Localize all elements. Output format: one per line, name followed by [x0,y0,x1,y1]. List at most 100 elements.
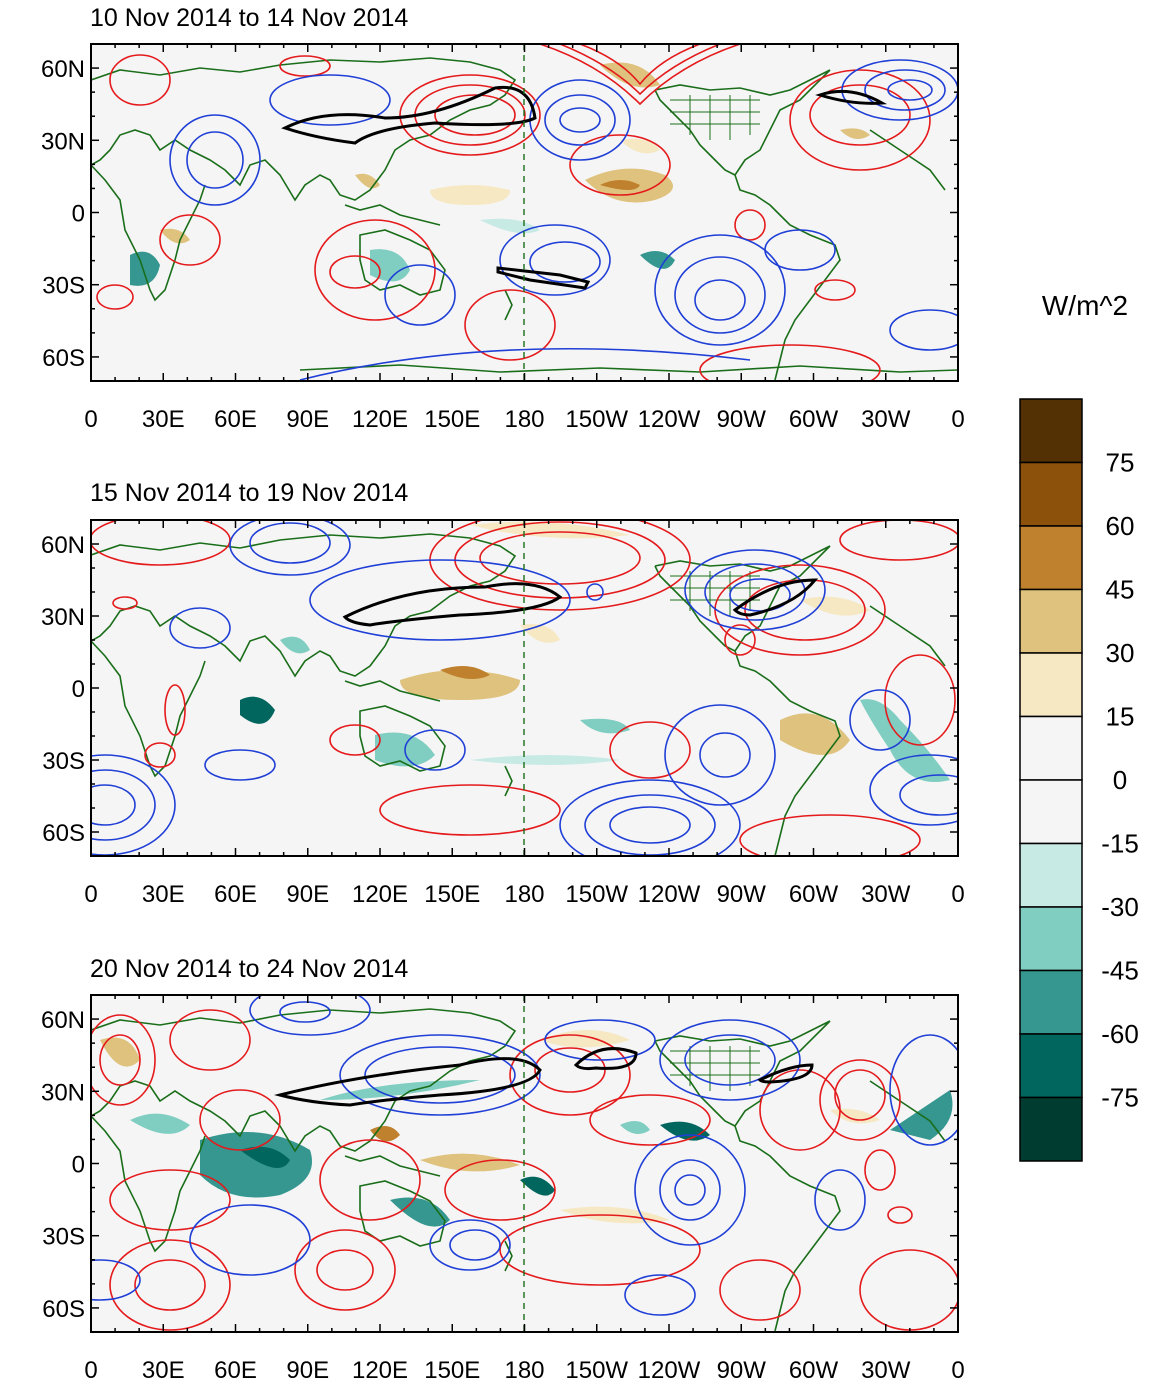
lon-label: 0 [951,1357,964,1384]
panel-1-shading [130,62,870,286]
colorbar-tick-label: -15 [1101,829,1139,859]
colorbar-box [1019,906,1083,972]
colorbar-boxes [1019,398,1083,1162]
lon-label: 120W [638,406,701,433]
colorbar-tick-label: -60 [1101,1019,1139,1049]
colorbar-tick-label: 15 [1106,702,1135,732]
colorbar-tick-labels: 75 60 45 30 15 0 -15 -30 -45 -60 -75 [1101,448,1139,1113]
colorbar-box [1019,461,1083,527]
lon-label: 90W [717,406,767,433]
lon-label: 30E [142,881,185,908]
panel-2: 15 Nov 2014 to 19 Nov 2014 [41,479,965,908]
lon-label: 120E [352,1357,408,1384]
panel-3-axes: 60N 30N 0 30S 60S 0 30E 60E 90E 120E 150E 180 150W 12… [41,994,965,1384]
panel-3-coastlines [91,1008,946,1332]
panel-2-map-layer [91,520,958,856]
lat-label: 60S [42,820,85,847]
lon-label: 180 [504,406,544,433]
lon-label: 90E [286,881,329,908]
lon-label: 60W [789,881,839,908]
lat-label: 30N [41,1079,85,1106]
lon-label: 60E [214,1357,257,1384]
lat-label: 30S [42,1224,85,1251]
lon-label: 120E [352,881,408,908]
lon-label: 180 [504,1357,544,1384]
lon-label: 90W [717,1357,767,1384]
lon-label: 150W [565,1357,628,1384]
lon-label: 90E [286,1357,329,1384]
lon-label: 60E [214,881,257,908]
colorbar: W/m^2 75 60 45 30 15 0 -15 -30 -45 -60 -75 [1019,290,1139,1162]
colorbar-box [1019,398,1083,464]
panel-3-negative-contours [91,995,958,1316]
colorbar-tick-label: 60 [1106,511,1135,541]
colorbar-tick-label: -30 [1101,892,1139,922]
panel-3-us-states [670,1046,760,1091]
panel-3: 20 Nov 2014 to 24 Nov 2014 [41,955,965,1384]
lat-label: 0 [72,1152,85,1179]
lon-label: 150E [424,1357,480,1384]
colorbar-box [1019,715,1083,781]
colorbar-tick-label: -75 [1101,1083,1139,1113]
lon-label: 150E [424,881,480,908]
colorbar-box [1019,779,1083,845]
panel-1-coastlines [91,57,958,381]
lat-label: 30N [41,604,85,631]
lon-label: 0 [951,881,964,908]
panel-2-negative-contours [91,520,958,856]
panel-2-title: 15 Nov 2014 to 19 Nov 2014 [90,479,408,507]
colorbar-box [1019,1033,1083,1099]
colorbar-tick-label: 30 [1106,638,1135,668]
lat-label: 60N [41,532,85,559]
panel-3-map-layer [91,995,958,1332]
lon-label: 90E [286,406,329,433]
lon-label: 60W [789,1357,839,1384]
lon-label: 30E [142,1357,185,1384]
panel-1-axes: 60N 30N 0 30S 60S 0 30E 60E 90E 120E 150E 180 150W 12… [41,43,965,433]
lon-label: 150W [565,406,628,433]
lon-label: 90W [717,881,767,908]
lon-label: 30W [861,881,911,908]
panel-2-axes: 60N 30N 0 30S 60S 0 30E 60E 90E 120E 150E 180 150W 12… [41,519,965,908]
colorbar-tick-label: 0 [1113,765,1127,795]
lat-label: 30S [42,748,85,775]
colorbar-box [1019,1096,1083,1162]
lon-label: 0 [84,406,97,433]
lon-label: 180 [504,881,544,908]
lon-label: 30E [142,406,185,433]
colorbar-box [1019,588,1083,654]
panel-3-title: 20 Nov 2014 to 24 Nov 2014 [90,955,408,983]
lat-label: 60N [41,56,85,83]
colorbar-tick-label: -45 [1101,956,1139,986]
lon-label: 0 [84,1357,97,1384]
lon-label: 120W [638,881,701,908]
lon-label: 60E [214,406,257,433]
lon-label: 120W [638,1357,701,1384]
colorbar-box [1019,525,1083,591]
lat-label: 0 [72,201,85,228]
panel-1-positive-contours [96,44,931,381]
lon-label: 0 [951,406,964,433]
colorbar-box [1019,969,1083,1035]
lon-label: 150E [424,406,480,433]
colorbar-unit-label: W/m^2 [1042,290,1128,321]
colorbar-box [1019,842,1083,908]
panel-1-title: 10 Nov 2014 to 14 Nov 2014 [90,4,408,32]
lon-label: 30W [861,1357,911,1384]
panel-1-negative-contours [169,59,958,381]
panel-1-map-layer [91,44,958,381]
lon-label: 150W [565,881,628,908]
lat-label: 30N [41,128,85,155]
lon-label: 60W [789,406,839,433]
panel-3-jet-contours [279,1047,814,1107]
lat-label: 60N [41,1007,85,1034]
panel-1-us-states [670,95,760,140]
colorbar-box [1019,652,1083,718]
panel-3-positive-contours [91,1009,958,1331]
lon-label: 120E [352,406,408,433]
panel-1-jet-contours [281,85,888,290]
panel-2-jet-contours [342,578,819,627]
lat-label: 0 [72,676,85,703]
lon-label: 30W [861,406,911,433]
